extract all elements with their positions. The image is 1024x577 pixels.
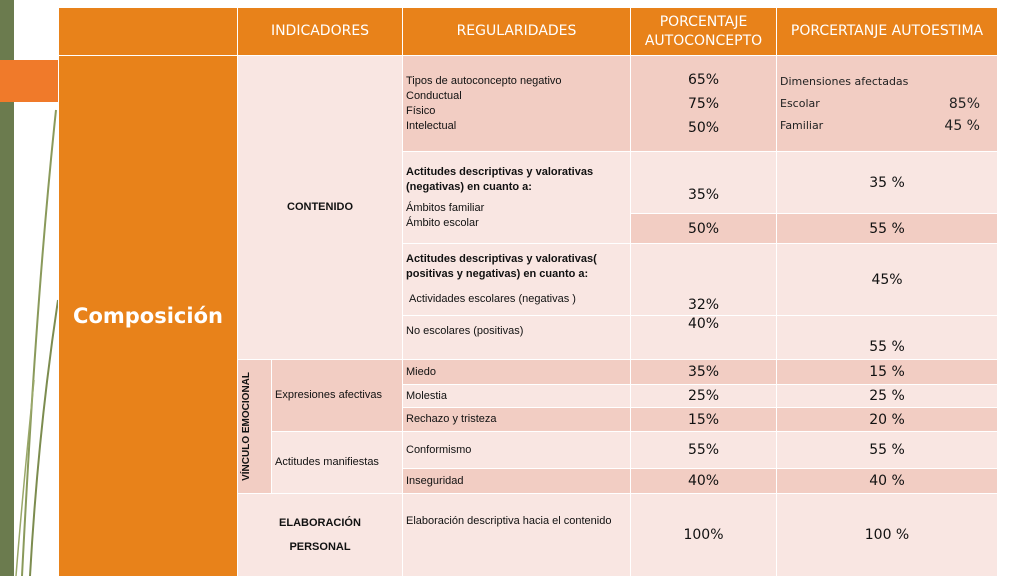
r3-auto-no-escolares: 40% (630, 315, 777, 360)
r1-autoconcepto: 65% 75% 50% (630, 55, 777, 152)
actitudes-manifiestas-label: Actitudes manifiestas (271, 431, 403, 494)
vinculo-emocional-label: VÍNCULO EMOCIONAL (241, 372, 252, 481)
esti-conformismo: 55 % (776, 431, 998, 469)
r2-heading: Actitudes descriptivas y valorativas (ne… (406, 165, 594, 193)
auto-conformismo: 55% (630, 431, 777, 469)
header-porcentaje-autoconcepto: PORCENTAJE AUTOCONCEPTO (630, 7, 777, 56)
results-table: INDICADORES REGULARIDADES PORCENTAJE AUT… (58, 7, 998, 577)
r2-regularidades: Actitudes descriptivas y valorativas (ne… (402, 151, 631, 244)
r3-esti-no-escolares: 55 % (776, 315, 998, 360)
r1-reg-conductual: Conductual (406, 89, 462, 102)
r1-regularidades: Tipos de autoconcepto negativo Conductua… (402, 55, 631, 152)
auto-rechazo: 15% (630, 407, 777, 432)
reg-miedo: Miedo (402, 359, 631, 385)
dim-escolar-row: Escolar 85% (780, 93, 994, 115)
reg-molestia: Molestia (402, 384, 631, 408)
dim-familiar-label: Familiar (780, 118, 824, 132)
vinculo-emocional-cell: VÍNCULO EMOCIONAL (237, 359, 272, 494)
r3-regularidades: Actitudes descriptivas y valorativas( po… (402, 243, 631, 316)
dimensiones-title: Dimensiones afectadas (780, 74, 909, 88)
contenido-label: CONTENIDO (237, 55, 403, 360)
header-indicadores: INDICADORES (237, 7, 403, 56)
dim-familiar-row: Familiar 45 % (780, 115, 994, 137)
elaboracion-line1: ELABORACIÓN (279, 517, 361, 529)
elaboracion-personal-label: ELABORACIÓN PERSONAL (237, 493, 403, 577)
r2-auto-escolar: 50% (630, 213, 777, 244)
header-porcentaje-autoestima: PORCERTANJE AUTOESTIMA (776, 7, 998, 56)
r1-reg-intelectual: Intelectual (406, 119, 457, 132)
r1-reg-fisico: Físico (406, 104, 436, 117)
r3-item-no-escolares: No escolares (positivas) (402, 315, 631, 360)
dim-escolar-label: Escolar (780, 96, 820, 110)
esti-miedo: 15 % (776, 359, 998, 385)
r3-auto-escolares: 32% (630, 243, 777, 316)
r1-reg-title: Tipos de autoconcepto negativo (406, 74, 562, 87)
esti-molestia: 25 % (776, 384, 998, 408)
reg-elaboracion: Elaboración descriptiva hacia el conteni… (402, 493, 631, 577)
elaboracion-line2: PERSONAL (289, 541, 351, 553)
reg-conformismo: Conformismo (402, 431, 631, 469)
esti-inseguridad: 40 % (776, 468, 998, 494)
dim-escolar-value: 85% (948, 95, 980, 112)
r2-esti-escolar: 55 % (776, 213, 998, 244)
accent-bar (0, 60, 58, 102)
side-bar (0, 0, 14, 576)
expresiones-afectivas-label: Expresiones afectivas (271, 359, 403, 432)
auto-miedo: 35% (630, 359, 777, 385)
decorative-stems (15, 109, 59, 576)
r2-esti-familiar: 35 % (776, 151, 998, 214)
composicion-label: Composición (58, 55, 238, 577)
esti-rechazo: 20 % (776, 407, 998, 432)
r3-item-escolares: Actividades escolares (negativas ) (409, 293, 576, 305)
header-regularidades: REGULARIDADES (402, 7, 631, 56)
r2-auto-familiar: 35% (630, 151, 777, 214)
reg-rechazo: Rechazo y tristeza (402, 407, 631, 432)
header-corner (58, 7, 238, 56)
auto-elaboracion: 100% (630, 493, 777, 577)
r2-item-familiar: Ámbitos familiar (406, 201, 485, 214)
r1-auto-intelectual: 50% (687, 119, 720, 136)
r1-auto-fisico: 75% (687, 95, 720, 112)
auto-inseguridad: 40% (630, 468, 777, 494)
r2-item-escolar: Ámbito escolar (406, 216, 479, 229)
r1-auto-conductual: 65% (687, 71, 720, 88)
dim-familiar-value: 45 % (944, 117, 980, 134)
r3-esti-escolares: 45% (776, 243, 998, 316)
reg-inseguridad: Inseguridad (402, 468, 631, 494)
esti-elaboracion: 100 % (776, 493, 998, 577)
r1-autoestima: Dimensiones afectadas Escolar 85% Famili… (776, 55, 998, 152)
r3-heading: Actitudes descriptivas y valorativas( po… (406, 253, 597, 280)
auto-molestia: 25% (630, 384, 777, 408)
